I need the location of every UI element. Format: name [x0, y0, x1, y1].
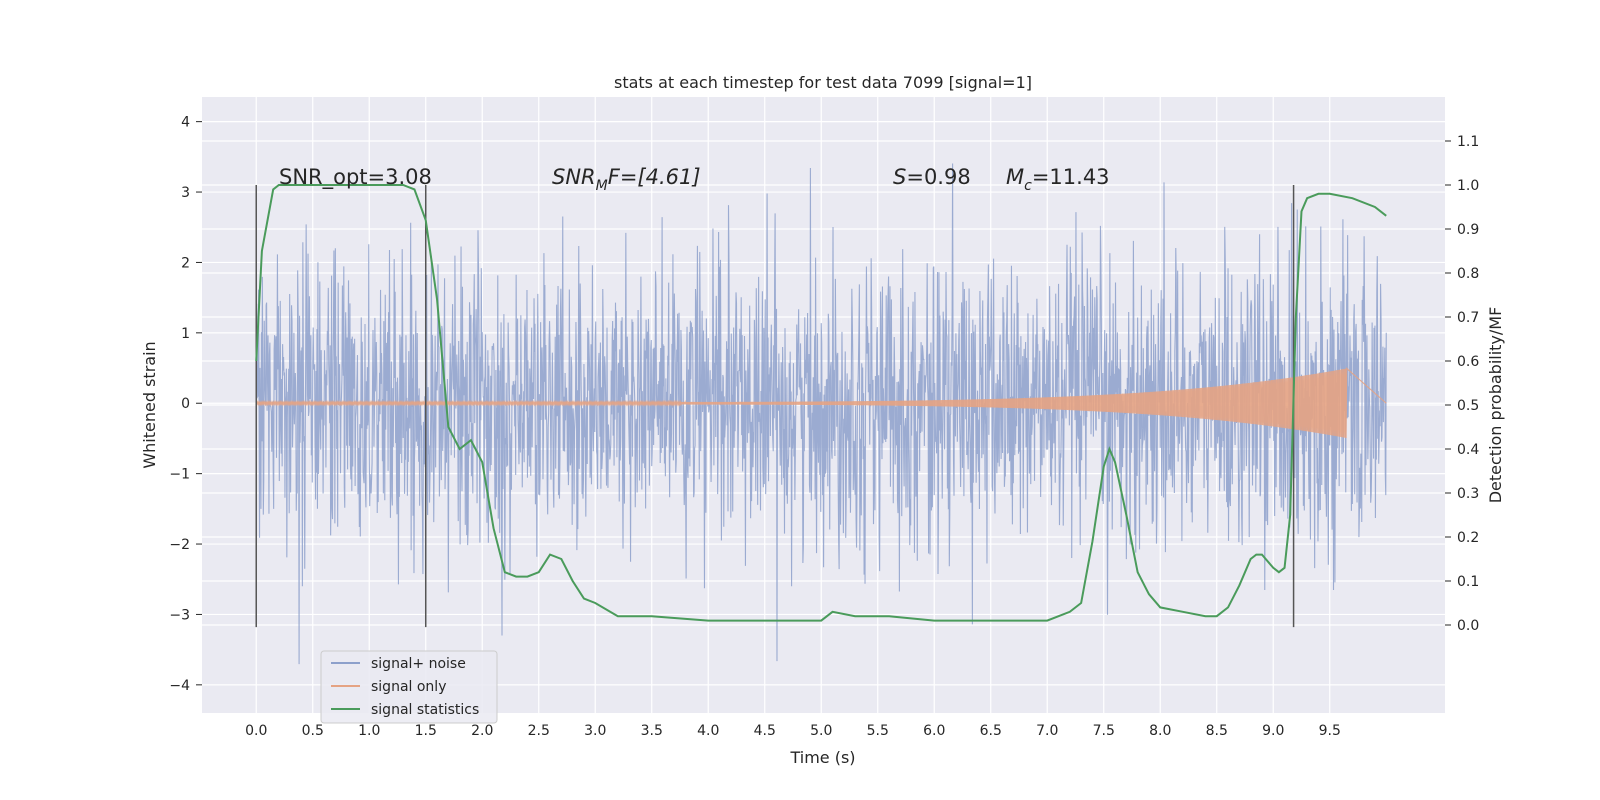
left-axis-ticks: 4 3 2 1 0 −1 −2 −3 −4: [169, 115, 202, 694]
legend-label-signal-statistics: signal statistics: [371, 702, 479, 718]
x-tick-label: 7.5: [1093, 723, 1115, 739]
x-tick-label: 5.0: [810, 723, 832, 739]
s-value: =0.98: [906, 165, 970, 189]
left-tick-label: −2: [169, 537, 190, 553]
right-tick-label: 0.5: [1457, 398, 1479, 414]
left-axis-label: Whitened strain: [140, 341, 159, 468]
x-axis-ticks: 0.0 0.5 1.0 1.5 2.0 2.5 3.0 3.5 4.0 4.5 5.0 5.5 6.0 6…: [245, 723, 1341, 739]
mc-value: =11.43: [1032, 165, 1110, 189]
right-tick-label: 0.9: [1457, 222, 1479, 238]
x-tick-label: 2.5: [528, 723, 550, 739]
signal-only-trace: [255, 367, 1387, 438]
annotation-mc: Mc=11.43: [1006, 165, 1110, 194]
left-tick-label: 1: [181, 326, 190, 342]
right-axis-ticks: 1.1 1.0 0.9 0.8 0.7 0.6 0.5 0.4 0.3 0.2 0.1 0.0: [1445, 134, 1479, 634]
right-tick-label: 0.3: [1457, 486, 1479, 502]
x-tick-label: 3.5: [641, 723, 663, 739]
x-tick-label: 8.5: [1206, 723, 1228, 739]
left-tick-label: 4: [181, 115, 190, 131]
signal-plus-noise-trace: [255, 163, 1387, 665]
x-tick-label: 5.5: [867, 723, 889, 739]
left-tick-label: 0: [181, 396, 190, 412]
mc-base: M: [1006, 165, 1024, 189]
annotation-snr-opt: SNR_opt=3.08: [279, 165, 432, 190]
x-tick-label: 2.0: [471, 723, 493, 739]
signal-statistics-line: [255, 184, 1387, 622]
left-tick-label: 3: [181, 185, 190, 201]
right-tick-label: 0.6: [1457, 354, 1479, 370]
x-tick-label: 8.0: [1149, 723, 1171, 739]
x-tick-label: 4.0: [697, 723, 719, 739]
x-tick-label: 7.0: [1036, 723, 1058, 739]
right-tick-label: 0.1: [1457, 574, 1479, 590]
x-tick-label: 6.0: [923, 723, 945, 739]
right-axis-label: Detection probability/MF: [1486, 307, 1505, 504]
snr-mf-rest: F=[4.61]: [608, 165, 701, 189]
x-tick-label: 9.5: [1319, 723, 1341, 739]
left-tick-label: −3: [169, 607, 190, 623]
left-tick-label: −1: [169, 467, 190, 483]
legend-label-signal-plus-noise: signal+ noise: [371, 656, 466, 672]
x-tick-label: 1.0: [358, 723, 380, 739]
x-tick-label: 1.5: [415, 723, 437, 739]
left-tick-label: −4: [169, 678, 190, 694]
right-tick-label: 0.8: [1457, 266, 1479, 282]
legend: signal+ noise signal only signal statist…: [320, 650, 498, 724]
x-tick-label: 9.0: [1262, 723, 1284, 739]
legend-box: [320, 650, 498, 724]
right-tick-label: 1.0: [1457, 178, 1479, 194]
x-tick-label: 0.5: [302, 723, 324, 739]
s-label: S: [893, 165, 906, 189]
x-tick-label: 6.5: [980, 723, 1002, 739]
right-tick-label: 0.4: [1457, 442, 1479, 458]
right-tick-label: 1.1: [1457, 134, 1479, 150]
signal-plus-noise-series: [255, 163, 1387, 665]
right-tick-label: 0.7: [1457, 310, 1479, 326]
snr-mf-sub: M: [596, 178, 608, 194]
annotation-snr-mf: SNRMF=[4.61]: [552, 165, 701, 194]
snr-mf-base: SNR: [552, 165, 596, 189]
x-axis-label: Time (s): [789, 748, 855, 767]
x-tick-label: 3.0: [584, 723, 606, 739]
right-tick-label: 0.2: [1457, 530, 1479, 546]
legend-label-signal-only: signal only: [371, 679, 446, 695]
chart-title: stats at each timestep for test data 709…: [614, 73, 1032, 92]
annotation-s: S=0.98: [893, 165, 971, 189]
mc-sub: c: [1024, 178, 1032, 194]
x-tick-label: 4.5: [754, 723, 776, 739]
x-tick-label: 0.0: [245, 723, 267, 739]
right-tick-label: 0.0: [1457, 618, 1479, 634]
signal-only-series: [255, 367, 1387, 438]
left-tick-label: 2: [181, 255, 190, 271]
